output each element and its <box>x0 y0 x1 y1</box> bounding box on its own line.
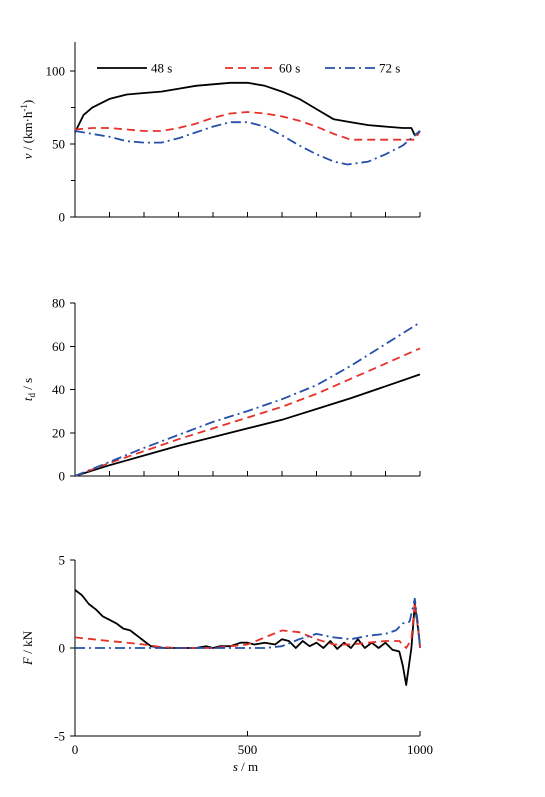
series-line-time-72s <box>74 321 421 477</box>
legend-label: 48 s <box>151 61 172 76</box>
y-tick-label-speed: 50 <box>52 137 65 152</box>
y-tick-label-speed: 100 <box>46 64 66 79</box>
y-tick-label-time: 0 <box>59 469 66 484</box>
y-tick-label-force: 5 <box>59 553 66 568</box>
y-axis-title-force: F / kN <box>20 630 35 666</box>
series-line-force-48s <box>74 589 421 686</box>
x-axis-title: s / m <box>233 759 258 774</box>
x-tick-label: 1000 <box>407 742 433 757</box>
series-line-force-72s <box>75 597 421 649</box>
series-line-time-48s <box>74 373 421 477</box>
y-axis-title-speed: v / (km·h-1) <box>19 100 35 160</box>
series-line-force-60s <box>74 601 421 649</box>
legend-label: 72 s <box>379 61 400 76</box>
legend-label: 60 s <box>279 61 300 76</box>
x-tick-label: 0 <box>72 742 79 757</box>
y-tick-label-time: 80 <box>52 296 65 311</box>
y-tick-label-speed: 0 <box>59 210 66 225</box>
y-tick-label-time: 20 <box>52 425 65 440</box>
y-tick-label-force: 0 <box>59 641 66 656</box>
x-tick-label: 500 <box>238 742 258 757</box>
y-tick-label-time: 60 <box>52 339 65 354</box>
y-tick-label-time: 40 <box>52 382 65 397</box>
y-axis-title-time: td / s <box>20 378 37 401</box>
series-line-speed-72s <box>74 121 421 166</box>
series-line-time-60s <box>74 347 421 477</box>
series-line-speed-60s <box>74 111 421 141</box>
y-tick-label-force: -5 <box>54 729 65 744</box>
series-line-speed-48s <box>74 81 421 137</box>
